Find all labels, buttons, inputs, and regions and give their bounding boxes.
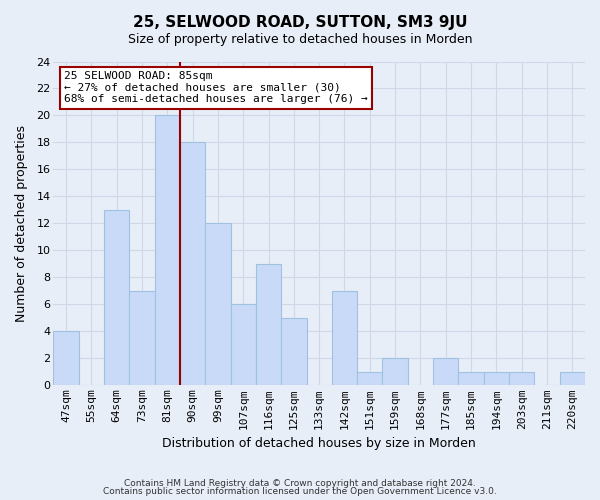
Bar <box>458 372 484 386</box>
Text: Contains HM Land Registry data © Crown copyright and database right 2024.: Contains HM Land Registry data © Crown c… <box>124 478 476 488</box>
Bar <box>256 264 281 386</box>
Bar <box>130 291 155 386</box>
Bar <box>560 372 585 386</box>
Text: 25 SELWOOD ROAD: 85sqm
← 27% of detached houses are smaller (30)
68% of semi-det: 25 SELWOOD ROAD: 85sqm ← 27% of detached… <box>64 71 368 104</box>
Bar <box>332 291 357 386</box>
Text: 25, SELWOOD ROAD, SUTTON, SM3 9JU: 25, SELWOOD ROAD, SUTTON, SM3 9JU <box>133 15 467 30</box>
Bar <box>53 332 79 386</box>
Bar <box>205 224 230 386</box>
Bar <box>382 358 408 386</box>
Y-axis label: Number of detached properties: Number of detached properties <box>15 125 28 322</box>
Bar <box>230 304 256 386</box>
Text: Contains public sector information licensed under the Open Government Licence v3: Contains public sector information licen… <box>103 487 497 496</box>
Bar <box>433 358 458 386</box>
Bar <box>180 142 205 386</box>
Bar <box>155 116 180 386</box>
Bar <box>104 210 130 386</box>
X-axis label: Distribution of detached houses by size in Morden: Distribution of detached houses by size … <box>163 437 476 450</box>
Text: Size of property relative to detached houses in Morden: Size of property relative to detached ho… <box>128 32 472 46</box>
Bar <box>357 372 382 386</box>
Bar <box>281 318 307 386</box>
Bar <box>509 372 535 386</box>
Bar <box>484 372 509 386</box>
